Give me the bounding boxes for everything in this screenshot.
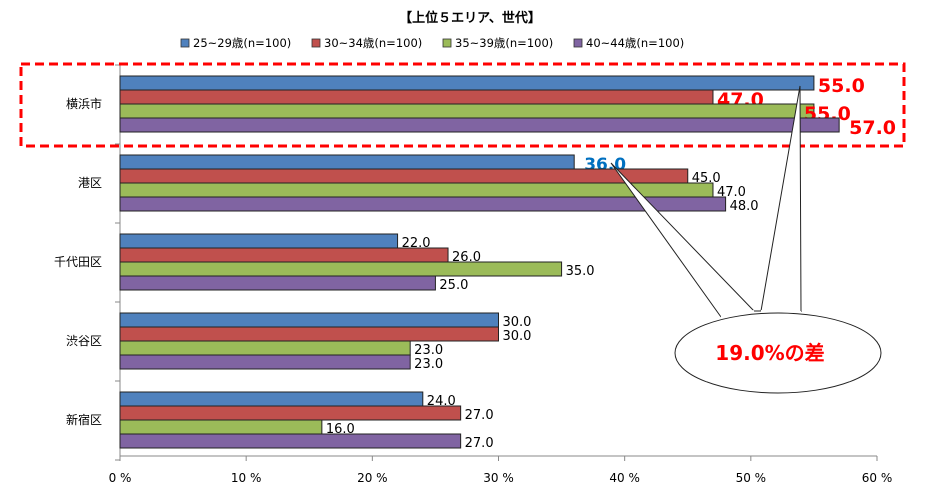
x-tick-label: 20 % (357, 471, 388, 485)
data-label: 22.0 (402, 236, 431, 251)
x-tick-label: 10 % (231, 471, 262, 485)
bar (119, 233, 399, 249)
bar (119, 168, 689, 184)
legend-swatch (180, 38, 190, 48)
bar (119, 117, 840, 133)
x-tick-label: 60 % (862, 471, 893, 485)
data-label: 27.0 (465, 436, 494, 451)
bar (119, 354, 411, 370)
bar (119, 196, 727, 212)
category-label: 渋谷区 (66, 334, 102, 348)
data-label: 30.0 (503, 315, 532, 330)
bar (119, 340, 411, 356)
callout-bubble (674, 312, 882, 394)
category-label: 横浜市 (66, 96, 102, 111)
callout-text: 19.0%の差 (715, 341, 824, 365)
x-tick-label: 40 % (609, 471, 640, 485)
bar (119, 154, 575, 170)
bar (119, 261, 563, 277)
legend-label: 35~39歳(n=100) (455, 36, 553, 50)
bar (119, 275, 436, 291)
category-label: 港区 (78, 176, 102, 190)
data-label: 24.0 (427, 394, 456, 409)
legend-label: 30~34歳(n=100) (324, 36, 422, 50)
x-tick-label: 30 % (483, 471, 514, 485)
legend-swatch (442, 38, 452, 48)
legend-swatch (573, 38, 583, 48)
data-label: 25.0 (439, 278, 468, 293)
data-label: 23.0 (414, 357, 443, 372)
bar (119, 182, 714, 198)
data-label: 23.0 (414, 343, 443, 358)
data-label: 55.0 (818, 75, 865, 97)
data-label: 47.0 (717, 185, 746, 200)
legend-label: 40~44歳(n=100) (586, 36, 684, 50)
data-label: 45.0 (692, 171, 721, 186)
data-label: 48.0 (730, 199, 759, 214)
category-label: 新宿区 (66, 412, 102, 427)
chart-title: 【上位５エリア、世代】 (399, 10, 541, 26)
bar (119, 433, 462, 449)
x-tick-label: 50 % (736, 471, 767, 485)
bar (119, 103, 815, 119)
category-label: 千代田区 (54, 255, 102, 269)
highlight-box (19, 62, 906, 148)
bar (119, 419, 323, 435)
data-label: 26.0 (452, 250, 481, 265)
callout-tail (610, 85, 802, 318)
bar (119, 405, 462, 421)
bar (119, 391, 424, 407)
callout-join (720, 310, 802, 318)
legend-swatch (311, 38, 321, 48)
data-label: 57.0 (849, 117, 896, 139)
bar (119, 247, 449, 263)
bar (119, 75, 815, 91)
bar (119, 326, 499, 342)
data-label: 27.0 (465, 408, 494, 423)
x-tick-label: 0 % (109, 471, 132, 485)
bar (119, 89, 714, 105)
data-label: 16.0 (326, 422, 355, 437)
data-label: 35.0 (566, 264, 595, 279)
legend-label: 25~29歳(n=100) (193, 36, 291, 50)
bar (119, 312, 499, 328)
data-label: 30.0 (503, 329, 532, 344)
